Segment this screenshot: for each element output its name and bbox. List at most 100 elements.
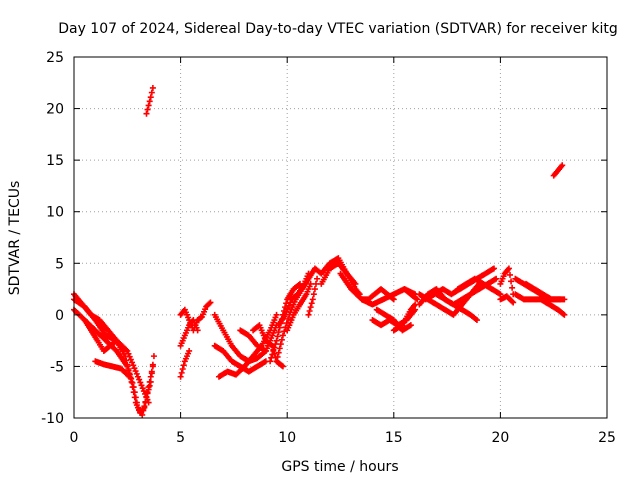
data-point — [510, 299, 517, 306]
data-point — [278, 336, 285, 343]
series-arc-18 — [284, 280, 314, 334]
series-arc-1 — [71, 291, 156, 416]
series-arc-9 — [177, 347, 193, 380]
data-point — [126, 373, 133, 380]
data-point — [137, 379, 144, 386]
data-point — [132, 368, 139, 375]
data-point — [178, 369, 185, 376]
data-point — [146, 382, 153, 389]
y-tick-label: 5 — [55, 256, 64, 272]
data-point — [407, 322, 414, 329]
data-point — [491, 265, 498, 272]
data-point — [129, 379, 136, 386]
data-point — [131, 365, 138, 372]
grid — [74, 57, 607, 418]
data-point — [273, 358, 280, 365]
series-arc-10 — [211, 311, 269, 365]
data-point — [310, 291, 317, 298]
y-tick-label: -10 — [41, 411, 64, 427]
data-point — [277, 341, 284, 348]
data-point — [149, 84, 156, 91]
data-point — [144, 106, 151, 113]
data-point — [206, 300, 213, 307]
data-point — [311, 286, 318, 293]
data-point — [279, 332, 286, 339]
data-point — [560, 310, 567, 317]
data-point — [150, 353, 157, 360]
data-point — [285, 315, 292, 322]
data-point — [305, 311, 312, 318]
data-point — [557, 296, 564, 303]
data-point — [282, 311, 289, 318]
data-point — [268, 341, 275, 348]
data-point — [132, 394, 139, 401]
data-point — [273, 337, 280, 344]
series-arc-6 — [143, 84, 156, 117]
data-point — [307, 304, 314, 311]
data-point — [278, 362, 285, 369]
data-point — [144, 396, 151, 403]
series-arc-12 — [215, 311, 280, 380]
y-tick-label: 15 — [46, 153, 64, 169]
data-point — [497, 291, 504, 298]
data-point — [274, 353, 281, 360]
data-point — [271, 344, 278, 351]
data-point — [506, 271, 513, 278]
y-tick-label: 10 — [46, 205, 64, 221]
data-point — [275, 349, 282, 356]
data-point — [145, 102, 152, 109]
data-point — [136, 376, 143, 383]
data-point — [147, 378, 154, 385]
series-arc-30 — [433, 275, 500, 308]
data-point — [305, 270, 312, 277]
data-point — [142, 390, 149, 397]
y-tick-label: 20 — [46, 102, 64, 118]
data-point — [126, 353, 133, 360]
data-point — [148, 89, 155, 96]
data-point — [129, 359, 136, 366]
data-point — [307, 280, 314, 287]
data-point — [509, 284, 516, 291]
plot-frame — [73, 56, 608, 419]
data-point — [267, 358, 274, 365]
data-point — [131, 389, 138, 396]
x-tick-label: 0 — [70, 430, 79, 446]
data-point — [314, 275, 321, 282]
x-tick-label: 20 — [491, 430, 509, 446]
series-arc-35 — [512, 291, 568, 318]
data-point — [275, 329, 282, 336]
data-point — [270, 347, 277, 354]
series-arc-4 — [81, 317, 127, 354]
data-point — [309, 296, 316, 303]
data-point — [509, 298, 516, 305]
data-point — [146, 98, 153, 105]
data-point — [130, 384, 137, 391]
x-tick-label: 15 — [385, 430, 403, 446]
data-point — [272, 341, 279, 348]
data-point — [179, 366, 186, 373]
data-point — [276, 345, 283, 352]
data-point — [177, 373, 184, 380]
data-point — [287, 299, 294, 306]
data-point — [414, 296, 421, 303]
data-point — [268, 354, 275, 361]
data-point — [133, 399, 140, 406]
series-arc-37 — [550, 162, 566, 179]
data-point — [140, 388, 147, 395]
data-point — [389, 295, 396, 302]
data-point — [133, 370, 140, 377]
x-axis-label: GPS time / hours — [281, 459, 398, 475]
data-point — [505, 265, 512, 272]
data-point — [140, 407, 147, 414]
data-series — [71, 84, 568, 418]
series-arc-36 — [522, 280, 564, 303]
data-point — [127, 356, 134, 363]
data-point — [139, 385, 146, 392]
data-point — [390, 296, 397, 303]
series-arc-24 — [373, 306, 414, 334]
data-point — [147, 94, 154, 101]
series-arc-33 — [497, 293, 517, 306]
data-point — [141, 403, 148, 410]
data-point — [148, 370, 155, 377]
